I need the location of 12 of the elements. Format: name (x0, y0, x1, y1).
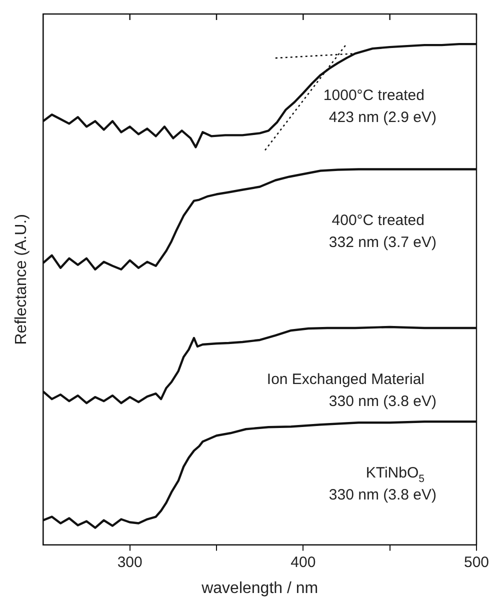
x-tick-label: 500 (464, 554, 489, 571)
annotation: 332 nm (3.7 eV) (328, 234, 436, 252)
x-axis-title: wavelength / nm (200, 580, 318, 597)
y-axis-title: Reflectance (A.U.) (13, 214, 30, 345)
x-tick-label: 300 (117, 554, 142, 571)
x-tick-label: 400 (290, 554, 316, 571)
text: Ion Exchanged Material (266, 370, 425, 388)
text: 400°C treated (332, 212, 424, 230)
annotation: 330 nm (3.8 eV) (328, 486, 436, 504)
series-label: 1000°C treated (323, 87, 425, 104)
annotation: 423 nm (2.9 eV) (328, 109, 436, 126)
annotation: 330 nm (3.8 eV) (328, 392, 436, 410)
